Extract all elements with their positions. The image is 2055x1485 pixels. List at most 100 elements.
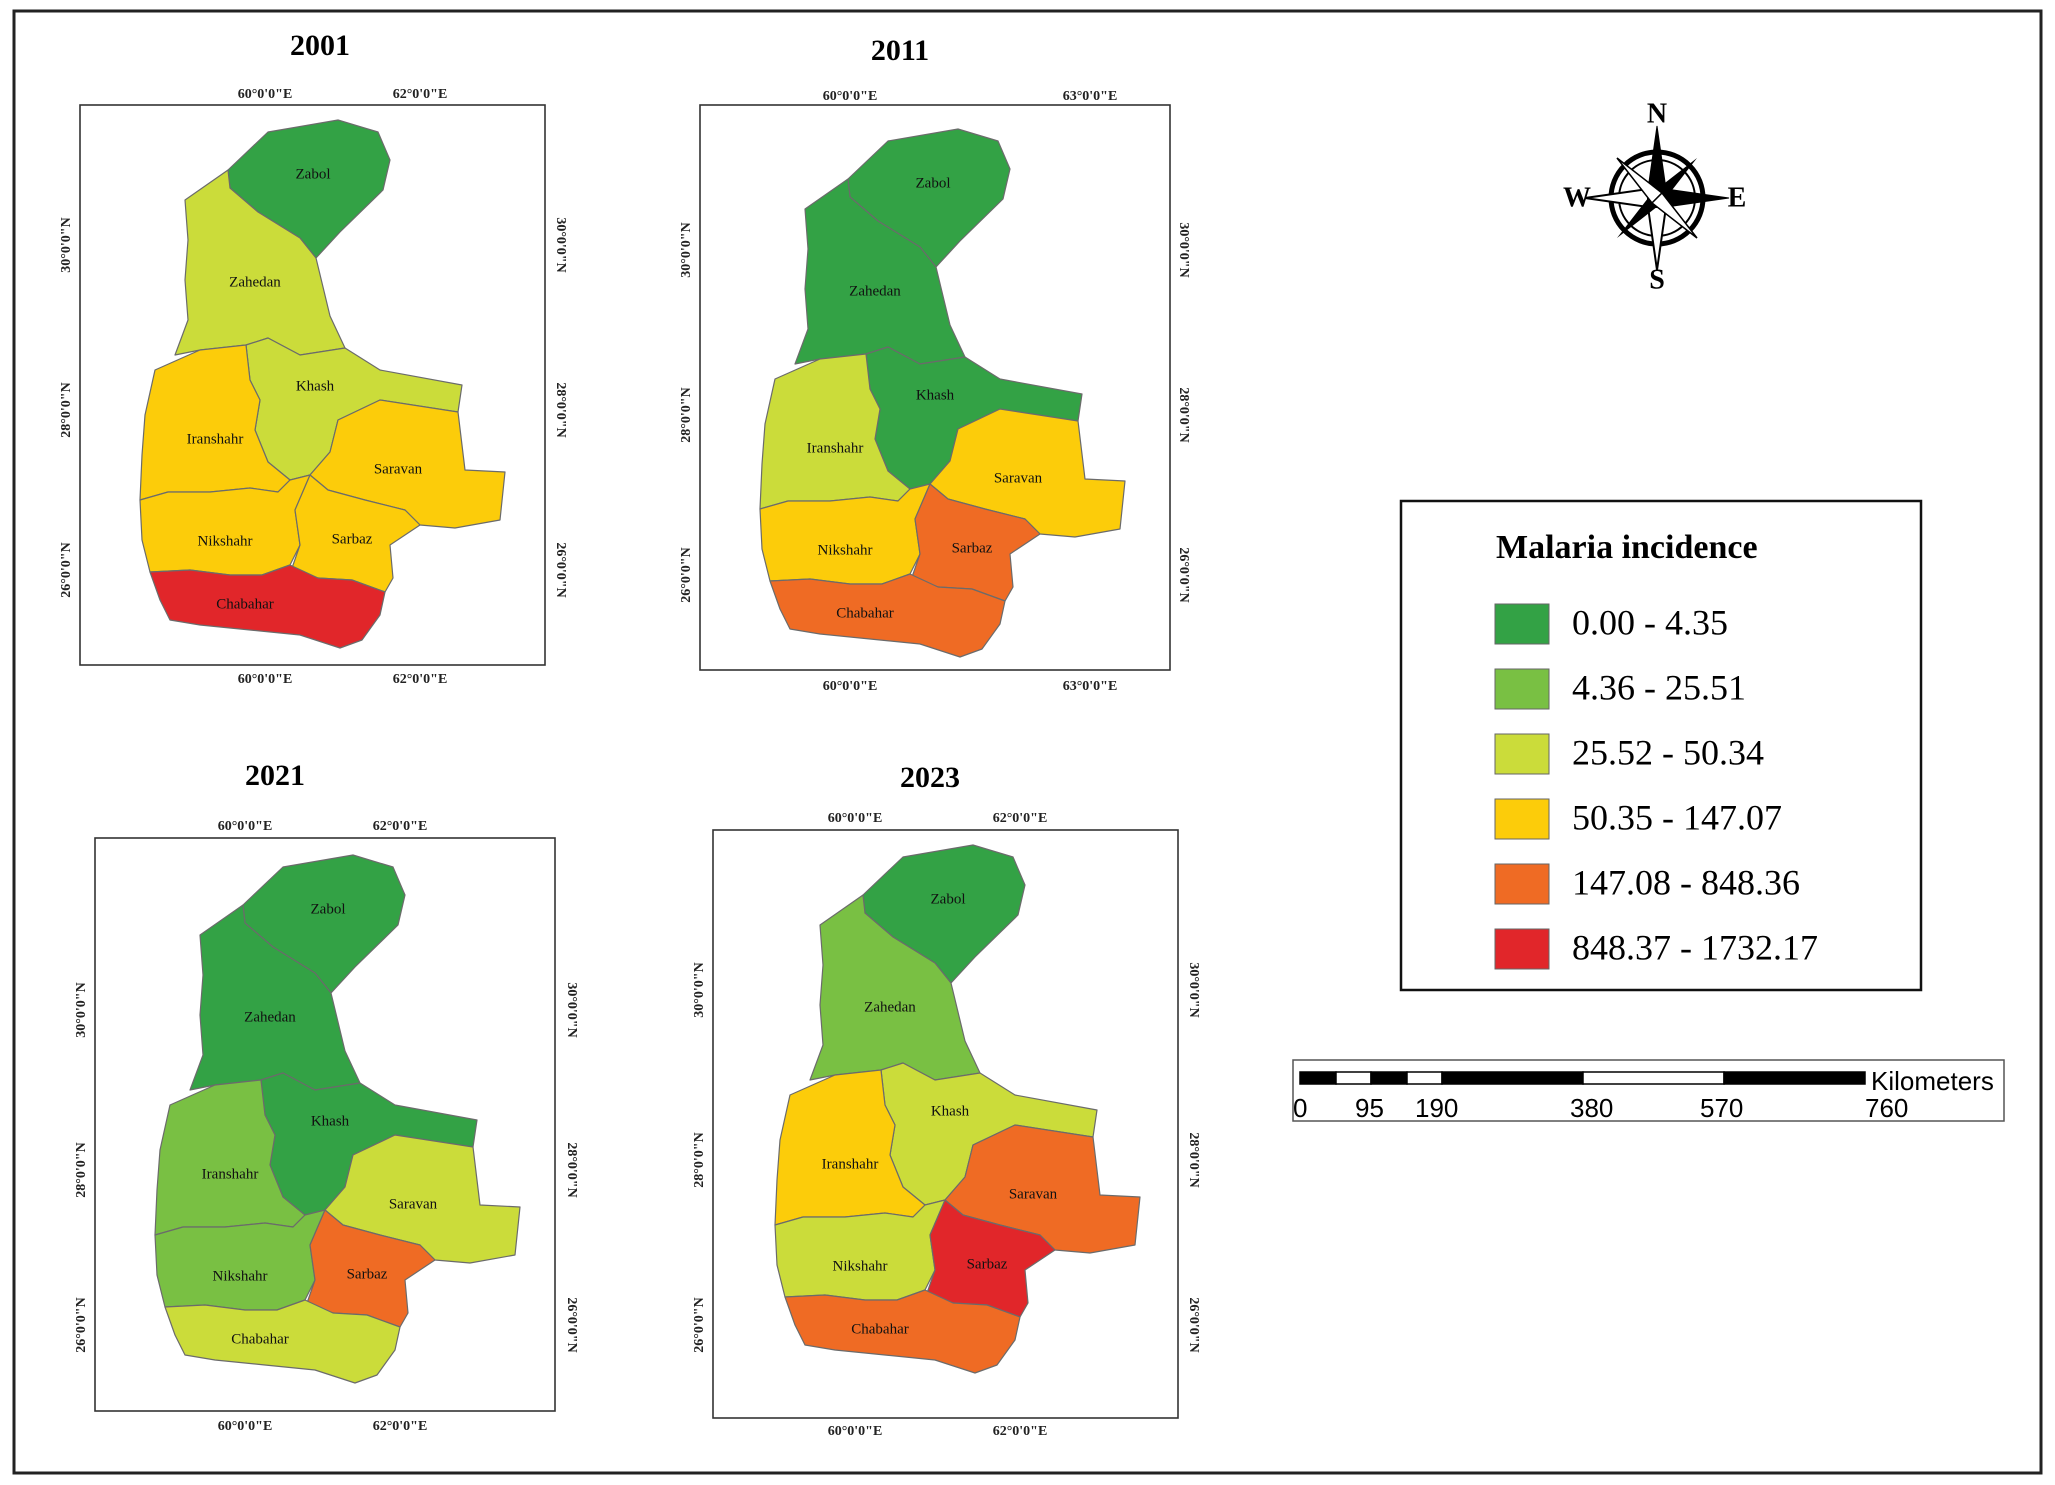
map-panel-2023: 2023 60°0'0"E 60°0'0"E 62°0'0"E 62°0'0"E 30°0… xyxy=(692,761,1201,1439)
legend: Malaria incidence 0.00 - 4.35 4.36 - 25.5… xyxy=(1399,499,1923,992)
map-frame-2011 xyxy=(699,104,1171,671)
lon-label-top: 62°0'0"E xyxy=(373,819,428,834)
lon-label-bottom: 60°0'0"E xyxy=(828,1424,883,1439)
lat-label-left: 28°0'0"N xyxy=(74,1142,89,1197)
lon-label-top: 60°0'0"E xyxy=(238,87,293,102)
compass-n: N xyxy=(1647,98,1667,129)
lat-label-right: 28°0'0"N xyxy=(1176,387,1191,442)
map-panel-2011: 2011 60°0'0"E 60°0'0"E 63°0'0"E 63°0'0"E 30°0… xyxy=(679,34,1191,694)
lat-label-right: 26°0'0"N xyxy=(1186,1297,1201,1352)
district-layer-2023: Zabol Zahedan Khash Iranshahr Saravan Nikshah… xyxy=(774,844,1141,1374)
lat-label-left: 30°0'0"N xyxy=(74,982,89,1037)
scale-tick-label: 190 xyxy=(1415,1093,1458,1123)
legend-class-label: 4.36 - 25.51 xyxy=(1572,667,1746,707)
district-label-khash: Khash xyxy=(296,378,335,394)
lat-label-right: 26°0'0"N xyxy=(564,1297,579,1352)
scale-tick-label: 0 xyxy=(1293,1093,1307,1123)
lat-label-left: 28°0'0"N xyxy=(59,382,74,437)
lat-label-left: 26°0'0"N xyxy=(692,1297,707,1352)
scale-tick-label: 570 xyxy=(1700,1093,1743,1123)
lon-label-top: 60°0'0"E xyxy=(218,819,273,834)
district-label-saravan: Saravan xyxy=(1009,1186,1058,1202)
district-label-zahedan: Zahedan xyxy=(229,274,281,290)
map-panel-2021: 2021 60°0'0"E 60°0'0"E 62°0'0"E 62°0'0"E 30°0… xyxy=(74,759,579,1434)
district-label-iranshahr: Iranshahr xyxy=(187,431,244,447)
map-title-2023: 2023 xyxy=(900,761,960,794)
compass-point-north xyxy=(1647,125,1667,190)
lon-label-bottom: 60°0'0"E xyxy=(218,1419,273,1434)
map-frame-2021 xyxy=(94,837,556,1412)
district-label-sarbaz: Sarbaz xyxy=(967,1256,1008,1272)
district-layer-2001: Zabol Zahedan Khash Iranshahr Saravan Nikshah… xyxy=(139,119,506,649)
lon-label-top: 62°0'0"E xyxy=(993,811,1048,826)
district-label-nikshahr: Nikshahr xyxy=(198,533,253,549)
scale-segment xyxy=(1335,1071,1372,1085)
district-label-zabol: Zabol xyxy=(311,901,346,917)
scale-bar-frame xyxy=(1292,1059,2005,1122)
map-frame-2023 xyxy=(712,829,1179,1419)
district-label-zabol: Zabol xyxy=(296,166,331,182)
map-panel-2001: 2001 60°0'0"E 60°0'0"E 62°0'0"E 62°0'0"E 30°0… xyxy=(59,29,568,687)
legend-class-label: 25.52 - 50.34 xyxy=(1572,732,1764,772)
lat-label-left: 30°0'0"N xyxy=(679,222,694,277)
legend-swatch xyxy=(1494,798,1550,840)
scale-segment xyxy=(1441,1071,1584,1085)
district-label-zahedan: Zahedan xyxy=(864,999,916,1015)
legend-swatch xyxy=(1494,863,1550,905)
outer-frame xyxy=(12,9,2043,1475)
scale-unit-label: Kilometers xyxy=(1871,1066,1994,1096)
district-label-iranshahr: Iranshahr xyxy=(807,440,864,456)
lon-label-top: 60°0'0"E xyxy=(823,89,878,104)
lon-label-bottom: 60°0'0"E xyxy=(823,679,878,694)
district-label-zahedan: Zahedan xyxy=(244,1009,296,1025)
lon-label-top: 63°0'0"E xyxy=(1063,89,1118,104)
compass-point-south xyxy=(1646,206,1668,271)
legend-class-label: 50.35 - 147.07 xyxy=(1572,797,1782,837)
district-layer-2011: Zabol Zahedan Khash Iranshahr Saravan Nikshah… xyxy=(759,128,1126,658)
legend-title: Malaria incidence xyxy=(1496,529,1758,566)
district-label-saravan: Saravan xyxy=(389,1196,438,1212)
lat-label-left: 26°0'0"N xyxy=(679,547,694,602)
district-label-chabahar: Chabahar xyxy=(851,1321,908,1337)
legend-swatch xyxy=(1494,603,1550,645)
compass-point-se xyxy=(1650,191,1698,239)
lon-label-top: 60°0'0"E xyxy=(828,811,883,826)
legend-swatch xyxy=(1494,668,1550,710)
district-label-chabahar: Chabahar xyxy=(231,1331,288,1347)
district-label-khash: Khash xyxy=(931,1103,970,1119)
scale-segment xyxy=(1723,1071,1866,1085)
district-label-sarbaz: Sarbaz xyxy=(952,540,993,556)
legend-items: 0.00 - 4.35 4.36 - 25.51 25.52 - 50.34 50.3… xyxy=(1494,602,1818,970)
district-label-iranshahr: Iranshahr xyxy=(202,1166,259,1182)
compass-point-sw xyxy=(1617,193,1662,238)
district-label-iranshahr: Iranshahr xyxy=(822,1156,879,1172)
map-frame-2001 xyxy=(79,104,546,666)
district-label-zahedan: Zahedan xyxy=(849,283,901,299)
lat-label-right: 30°0'0"N xyxy=(564,982,579,1037)
scale-segment xyxy=(1299,1071,1337,1085)
scale-segment xyxy=(1582,1071,1725,1085)
district-layer-2021: Zabol Zahedan Khash Iranshahr Saravan Nikshah… xyxy=(154,854,521,1384)
district-label-zabol: Zabol xyxy=(931,891,966,907)
district-label-sarbaz: Sarbaz xyxy=(332,531,373,547)
compass-point-east xyxy=(1665,188,1730,208)
lat-label-left: 30°0'0"N xyxy=(59,217,74,272)
scale-segments xyxy=(1299,1071,1866,1085)
district-label-nikshahr: Nikshahr xyxy=(213,1268,268,1284)
lat-label-right: 28°0'0"N xyxy=(1186,1132,1201,1187)
compass-w: W xyxy=(1563,182,1591,213)
legend-class-label: 147.08 - 848.36 xyxy=(1572,862,1800,902)
compass-point-ne xyxy=(1652,158,1697,203)
district-label-saravan: Saravan xyxy=(374,461,423,477)
legend-class-label: 0.00 - 4.35 xyxy=(1572,602,1728,642)
compass-point-west xyxy=(1584,187,1649,209)
lon-label-bottom: 63°0'0"E xyxy=(1063,679,1118,694)
district-label-sarbaz: Sarbaz xyxy=(347,1266,388,1282)
maps-layer: 2001 60°0'0"E 60°0'0"E 62°0'0"E 62°0'0"E 30°0… xyxy=(59,29,1201,1439)
map-title-2011: 2011 xyxy=(871,34,929,67)
lat-label-left: 26°0'0"N xyxy=(59,542,74,597)
district-chabahar xyxy=(784,1289,1021,1374)
district-chabahar xyxy=(149,564,386,649)
scale-tick-label: 95 xyxy=(1355,1093,1384,1123)
